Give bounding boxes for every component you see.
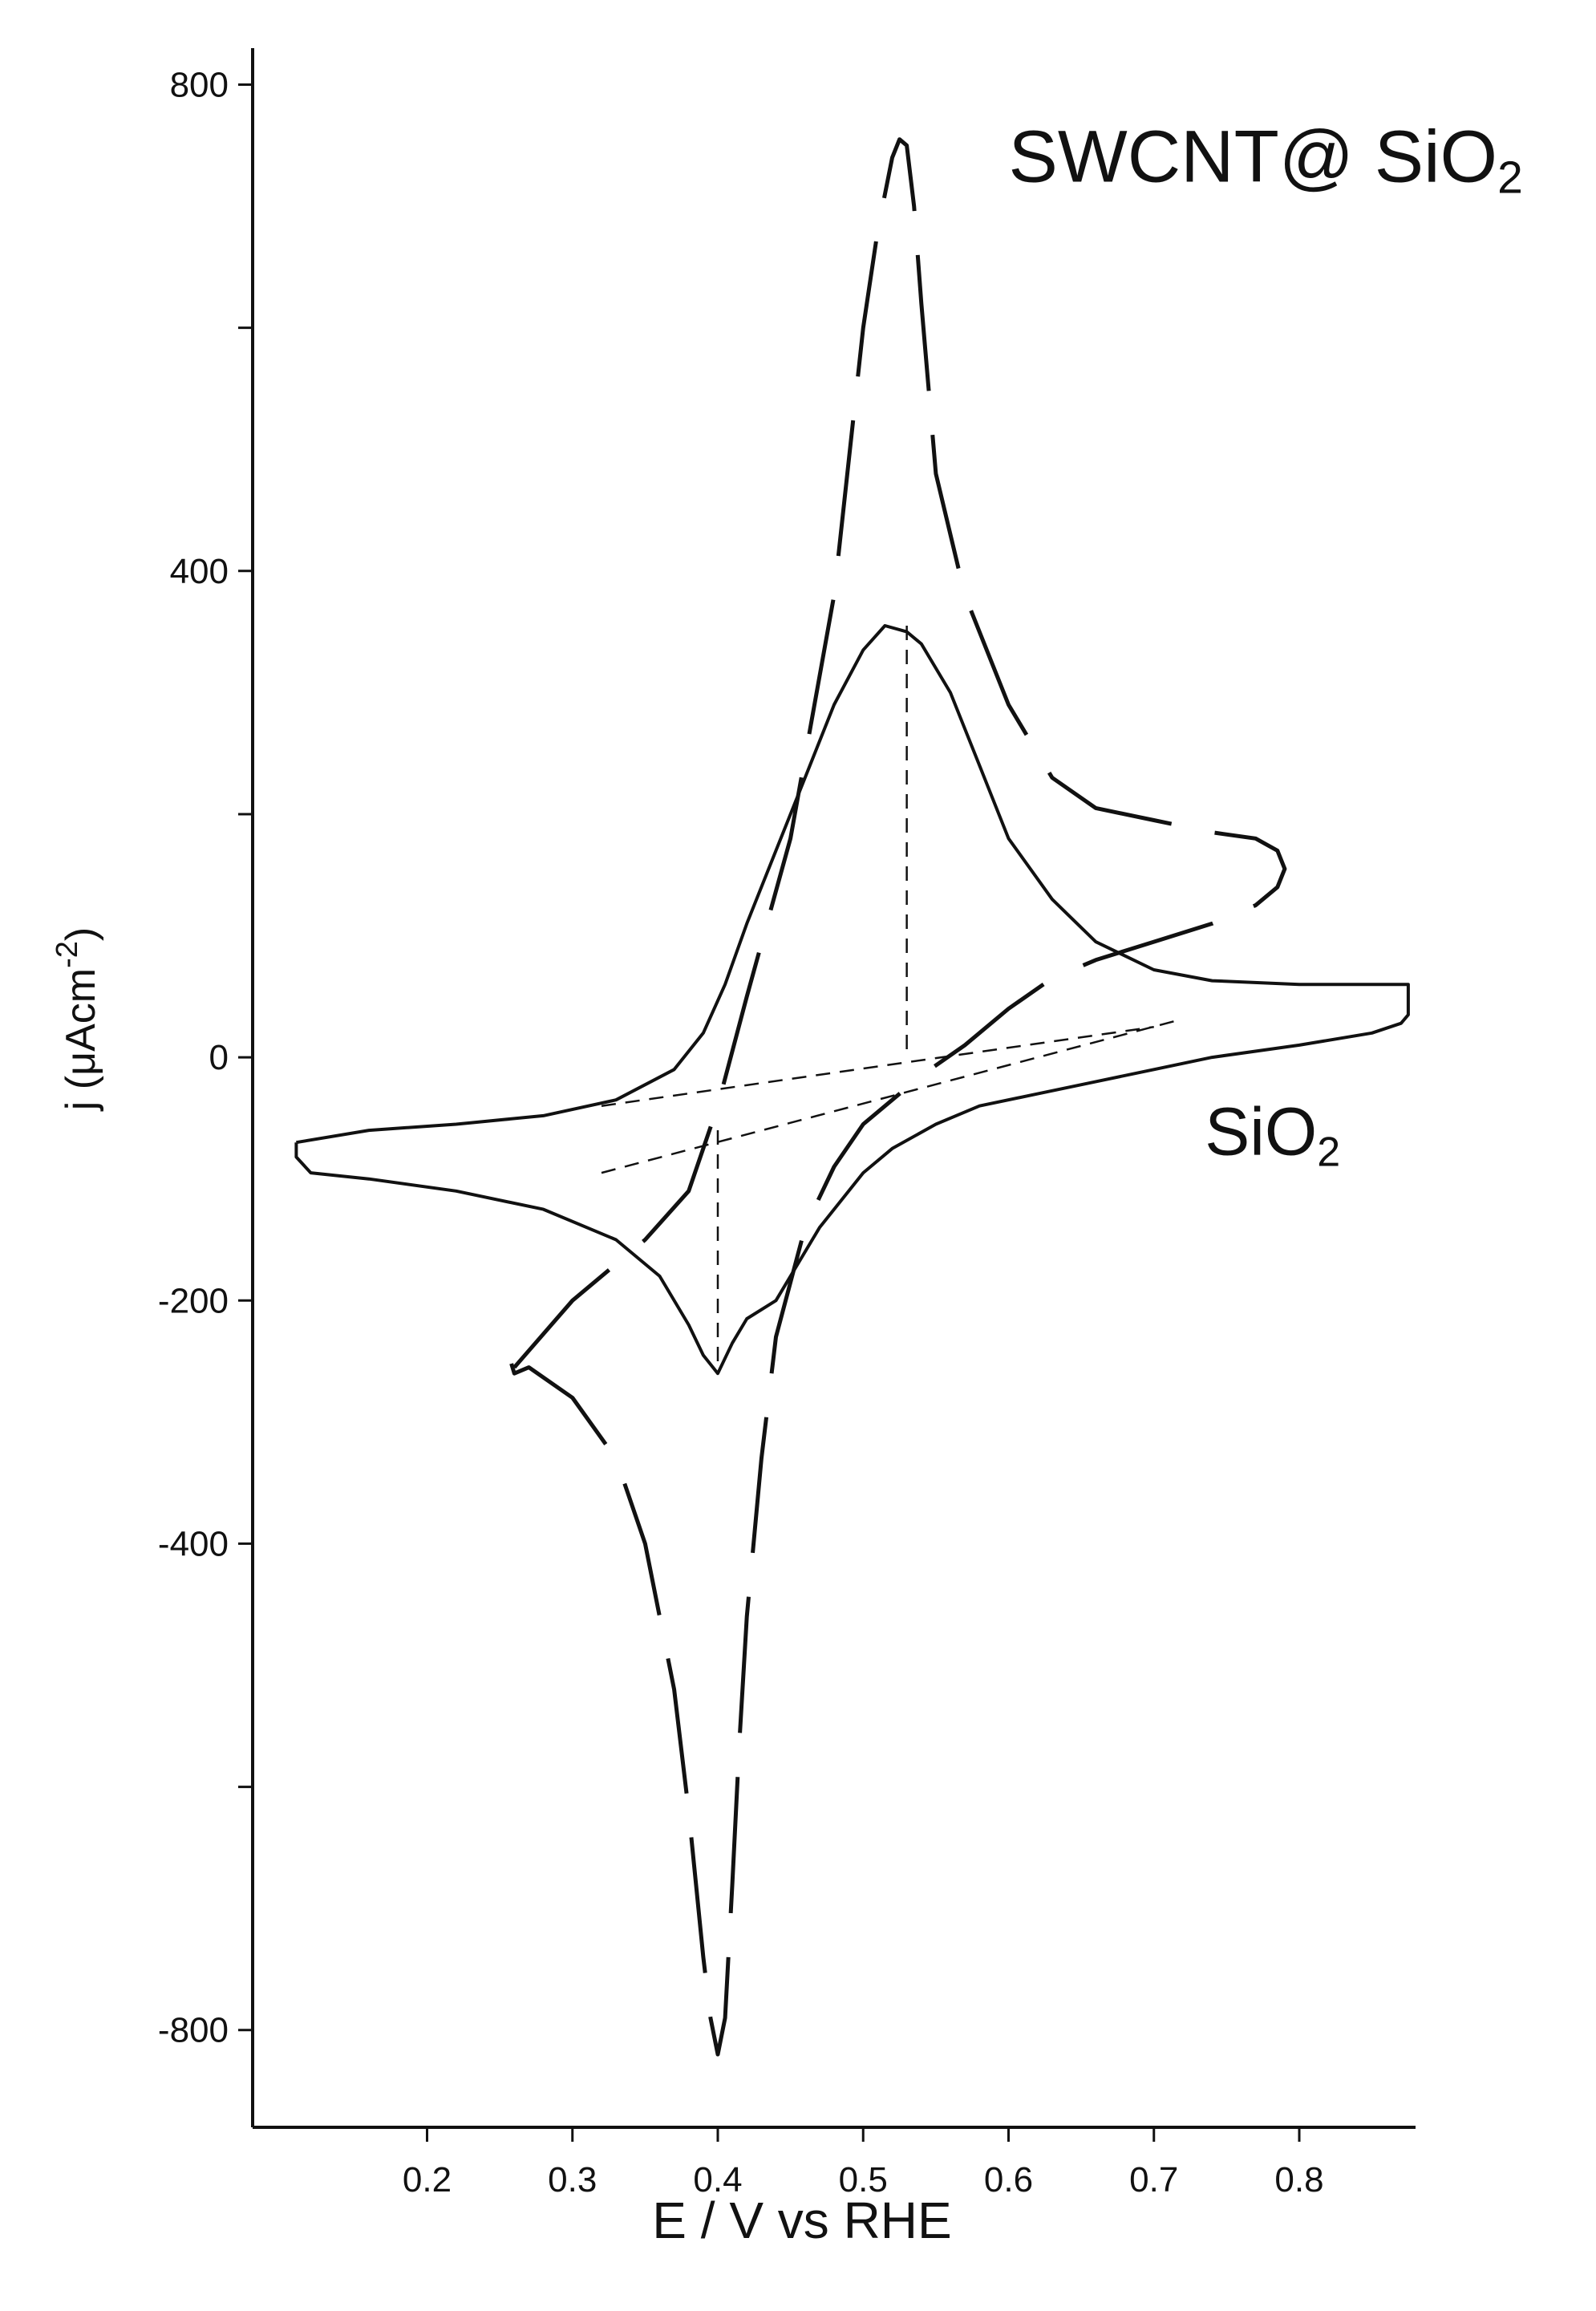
y-tick-label: -800	[158, 2011, 229, 2050]
x-axis-label: E / V vs RHE	[652, 2191, 951, 2249]
reference-lines	[601, 626, 1177, 1374]
annotation-sio2: SiO2	[1205, 1093, 1340, 1175]
annotation-text: SiO	[1205, 1093, 1317, 1169]
y-axis-label-main: j (μAcm	[58, 968, 104, 1112]
axes: 0.2 0.3 0.4 0.5 0.6 0.7 0.8 800 400 0 -200 -400 -800	[158, 48, 1416, 2200]
y-axis-label-close: )	[58, 927, 104, 941]
data-series	[294, 137, 1410, 2057]
y-tick-label: -400	[158, 1524, 229, 1563]
y-axis-label-superscript: -2	[51, 941, 84, 968]
dashed-reference-line	[601, 1020, 1177, 1174]
dashed-reference-line	[601, 1025, 1154, 1107]
x-tick-label: 0.8	[1274, 2160, 1323, 2200]
x-tick-label: 0.2	[403, 2160, 452, 2200]
y-tick-label: 0	[209, 1038, 229, 1077]
series-line-swcnt-sio2	[504, 137, 1287, 2057]
x-tick-label: 0.3	[548, 2160, 597, 2200]
y-tick-label: -200	[158, 1281, 229, 1320]
annotation-swcnt-sio2: SWCNT@ SiO2	[1009, 116, 1523, 204]
annotation-text: SWCNT@ SiO	[1009, 116, 1498, 198]
x-tick-label: 0.5	[839, 2160, 888, 2200]
x-tick-label: 0.4	[693, 2160, 742, 2200]
annotation-subscript: 2	[1317, 1129, 1340, 1175]
annotation-subscript: 2	[1497, 152, 1523, 204]
x-tick-label: 0.7	[1129, 2160, 1178, 2200]
series-line-sio2	[294, 624, 1410, 1376]
x-tick-label: 0.6	[984, 2160, 1033, 2200]
y-axis-label: j (μAcm-2)	[51, 927, 104, 1112]
y-tick-label: 400	[170, 552, 229, 591]
y-tick-label: 800	[170, 65, 229, 104]
